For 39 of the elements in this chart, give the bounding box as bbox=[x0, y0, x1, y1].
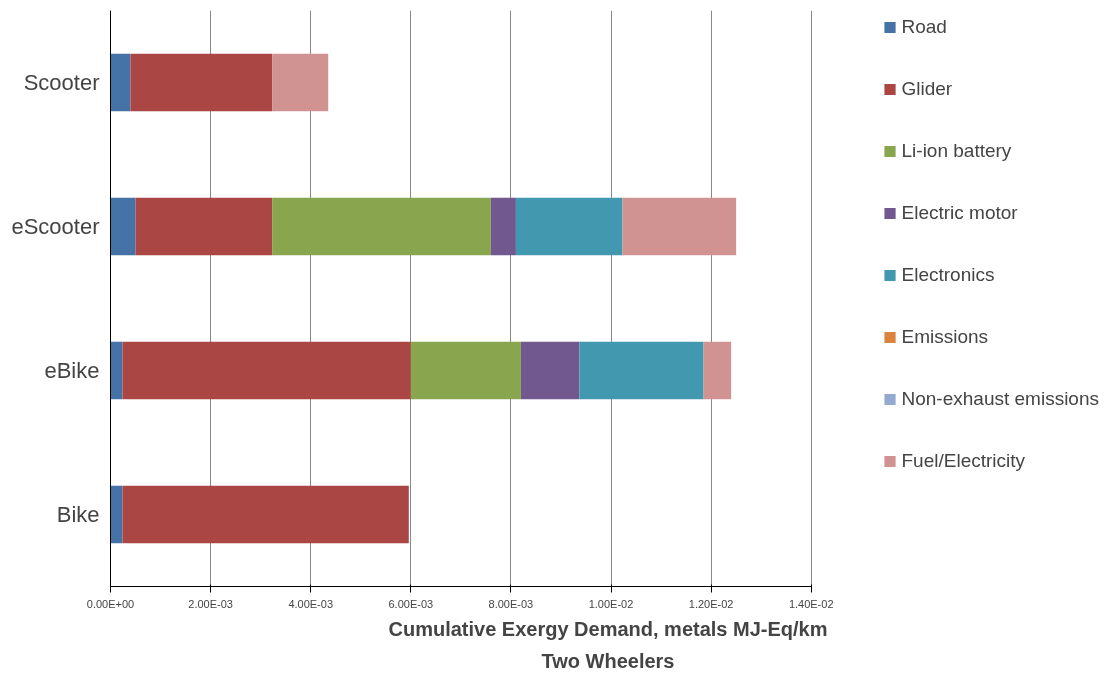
legend-label: Road bbox=[901, 16, 947, 38]
legend-label: Fuel/Electricity bbox=[901, 450, 1026, 472]
y-tick-label: Bike bbox=[56, 502, 100, 527]
legend-label: Li-ion battery bbox=[901, 140, 1012, 162]
x-tick-label: 1.20E-02 bbox=[688, 597, 734, 610]
bar bbox=[622, 197, 737, 256]
bar bbox=[110, 197, 136, 256]
legend-label: Glider bbox=[901, 78, 953, 100]
bar bbox=[110, 485, 123, 544]
x-tick-label: 8.00E-03 bbox=[488, 597, 534, 610]
bar bbox=[122, 485, 409, 544]
bar bbox=[515, 197, 623, 256]
x-tick-label: 1.00E-02 bbox=[588, 597, 634, 610]
bar bbox=[520, 341, 580, 400]
x-tick-label: 0.00E+00 bbox=[86, 597, 135, 610]
bar bbox=[410, 341, 521, 400]
legend-label: Emissions bbox=[901, 326, 989, 348]
bar bbox=[110, 341, 123, 400]
legend-label: Electronics bbox=[901, 264, 995, 286]
bar bbox=[490, 197, 516, 256]
y-tick-label: Scooter bbox=[23, 70, 100, 95]
x-tick-label: 6.00E-03 bbox=[388, 597, 434, 610]
bar bbox=[130, 53, 273, 112]
bar bbox=[272, 197, 491, 256]
bar bbox=[579, 341, 704, 400]
bar bbox=[122, 341, 411, 400]
x-tick-label: 4.00E-03 bbox=[288, 597, 334, 610]
bar bbox=[272, 53, 329, 112]
text: Two Wheelers bbox=[541, 649, 675, 672]
y-tick-label: eBike bbox=[44, 358, 100, 383]
x-tick-label: 1.40E-02 bbox=[788, 597, 834, 610]
y-tick-label: eScooter bbox=[11, 214, 100, 239]
x-axis-title: Cumulative Exergy Demand, metals MJ-Eq/km bbox=[388, 617, 828, 640]
bar bbox=[703, 341, 732, 400]
bar bbox=[135, 197, 273, 256]
x-tick-label: 2.00E-03 bbox=[188, 597, 233, 610]
legend-label: Electric motor bbox=[901, 202, 1018, 224]
legend-label: Non-exhaust emissions bbox=[901, 388, 1099, 410]
bar bbox=[110, 53, 131, 112]
